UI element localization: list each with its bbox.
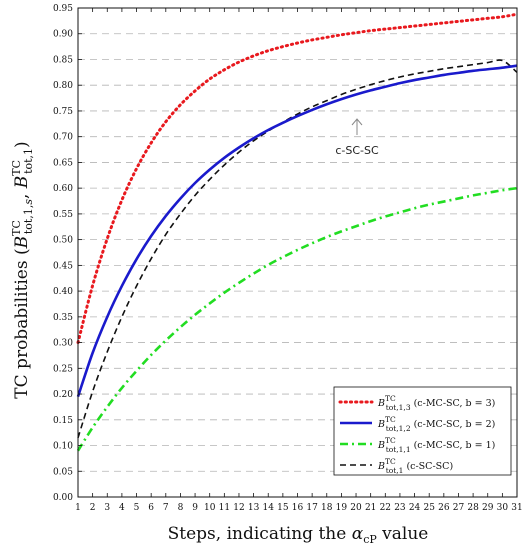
y-tick-label: 0.60 [53, 184, 73, 194]
x-tick-label: 3 [104, 503, 110, 513]
x-tick-label: 20 [350, 503, 362, 513]
y-tick-label: 0.85 [53, 55, 73, 65]
x-tick-label: 6 [148, 503, 154, 513]
x-tick-label: 12 [233, 503, 244, 513]
y-tick-label: 0.25 [53, 364, 73, 374]
x-tick-label: 30 [497, 503, 509, 513]
x-tick-label: 7 [163, 503, 169, 513]
x-tick-label: 26 [438, 503, 450, 513]
x-tick-label: 24 [409, 503, 421, 513]
y-tick-label: 0.10 [53, 442, 73, 452]
x-tick-label: 5 [134, 503, 140, 513]
x-tick-label: 2 [90, 503, 96, 513]
y-tick-label: 0.50 [53, 236, 73, 246]
legend-label: BTC tot,1,3 (c-MC-SC, b = 3) [377, 394, 495, 412]
x-tick-label: 4 [119, 503, 125, 513]
series-line-4 [77, 59, 518, 439]
x-tick-label: 18 [321, 503, 333, 513]
series-line-3 [76, 186, 518, 452]
x-tick-label: 31 [511, 503, 522, 513]
x-tick-label: 22 [380, 503, 391, 513]
x-tick-label: 21 [365, 503, 376, 513]
x-tick-label: 16 [292, 503, 304, 513]
x-tick-label: 25 [423, 503, 435, 513]
x-tick-label: 15 [277, 503, 289, 513]
y-tick-label: 0.15 [53, 416, 73, 426]
x-tick-label: 27 [453, 503, 465, 513]
legend: BTC tot,1,3 (c-MC-SC, b = 3) BTC tot,1,2 (c-M… [333, 386, 512, 476]
y-axis-title: TC probabilities (BTCtot,1,s, BTCtot,1) [10, 141, 35, 398]
axis-ticks: 0.00 0.05 0.10 0.15 0.20 0.25 0.30 0.35 0.40 0.45… [53, 4, 523, 513]
y-tick-label: 0.00 [53, 493, 73, 503]
y-tick-label: 0.75 [53, 107, 73, 117]
y-tick-label: 0.90 [53, 30, 73, 40]
x-tick-label: 17 [306, 503, 318, 513]
y-tick-label: 0.70 [53, 133, 73, 143]
legend-label: BTC tot,1 (c-SC-SC) [377, 457, 453, 475]
x-tick-label: 19 [336, 503, 348, 513]
y-tick-label: 0.20 [53, 390, 73, 400]
y-tick-label: 0.40 [53, 287, 73, 297]
series-line-1 [76, 12, 519, 345]
x-tick-label: 13 [248, 503, 260, 513]
annotation-label: c-SC-SC [335, 144, 379, 157]
x-tick-label: 28 [467, 503, 479, 513]
series-lines [76, 12, 519, 452]
x-tick-label: 10 [204, 503, 216, 513]
annotation-c-sc-sc: c-SC-SC [335, 118, 379, 157]
y-tick-label: 0.65 [53, 158, 73, 168]
legend-label: BTC tot,1,2 (c-MC-SC, b = 2) [377, 415, 495, 433]
y-tick-label: 0.30 [53, 339, 73, 349]
x-tick-label: 14 [263, 503, 275, 513]
y-tick-label: 0.05 [53, 467, 73, 477]
y-tick-label: 0.80 [53, 81, 73, 91]
x-tick-label: 8 [178, 503, 184, 513]
y-tick-label: 0.95 [53, 4, 73, 14]
x-axis-title: Steps, indicating the αcP value [168, 524, 429, 546]
legend-label: BTC tot,1,1 (c-MC-SC, b = 1) [377, 436, 495, 454]
y-tick-label: 0.45 [53, 261, 73, 271]
y-tick-label: 0.55 [53, 210, 73, 220]
grid-lines [78, 33, 517, 472]
x-tick-label: 1 [75, 503, 81, 513]
x-tick-label: 29 [482, 503, 494, 513]
x-tick-label: 23 [394, 503, 406, 513]
x-tick-label: 11 [219, 503, 230, 513]
x-tick-label: 9 [192, 503, 198, 513]
y-tick-label: 0.35 [53, 313, 73, 323]
series-line-2 [76, 64, 518, 398]
